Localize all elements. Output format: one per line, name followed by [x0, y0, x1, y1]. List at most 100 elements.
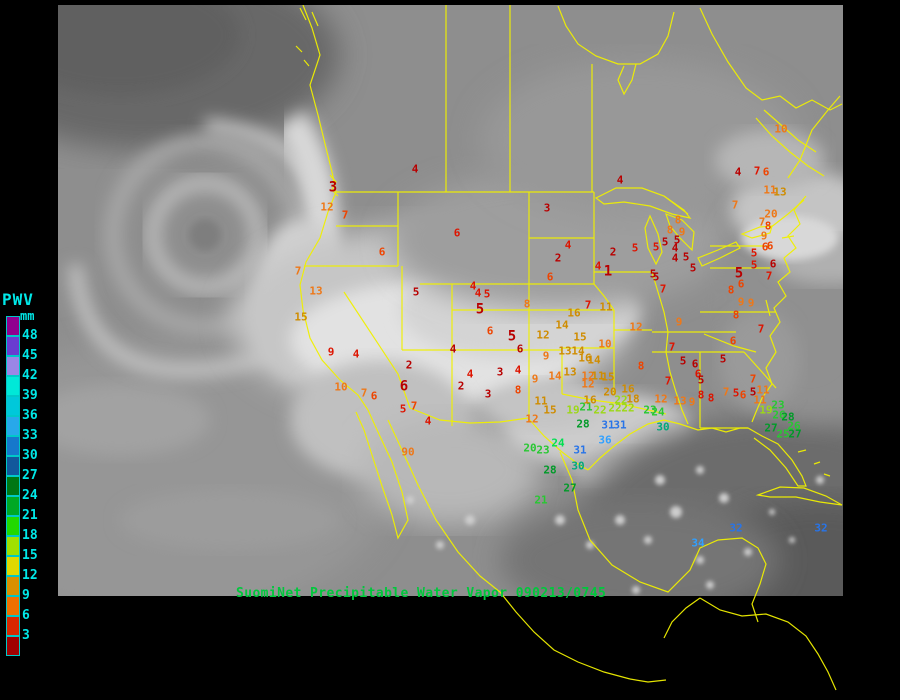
- station-value: 7: [294, 264, 302, 278]
- station-value: 6: [546, 270, 554, 284]
- station-value: 30: [656, 420, 670, 434]
- station-value: 11: [756, 383, 770, 397]
- station-value: 12: [629, 320, 643, 334]
- legend-label: 33: [22, 428, 38, 443]
- station-value: 14: [548, 369, 562, 383]
- station-value: 8: [764, 219, 772, 233]
- legend-label: 36: [22, 408, 38, 423]
- station-value: 7: [758, 215, 766, 229]
- station-value: 4: [671, 241, 679, 255]
- station-value: 6: [516, 342, 524, 356]
- station-value: 2: [609, 245, 617, 259]
- station-value: 7: [757, 322, 765, 336]
- station-value: 15: [601, 370, 615, 384]
- station-value: 13: [563, 365, 577, 379]
- station-value: 27: [764, 421, 778, 435]
- legend-block: [6, 356, 20, 376]
- station-value: 6: [739, 388, 747, 402]
- station-value: 36: [598, 433, 612, 447]
- station-value: 6: [769, 257, 777, 271]
- station-value: 8: [727, 283, 735, 297]
- station-value: 8: [674, 213, 682, 227]
- station-value: 5: [749, 385, 757, 399]
- station-value: 6: [729, 334, 737, 348]
- station-value: 10: [774, 122, 788, 136]
- station-value: 5: [631, 241, 639, 255]
- legend-block: [6, 616, 20, 636]
- station-value: 32: [729, 521, 743, 535]
- station-value: 4: [411, 162, 419, 176]
- station-value: 6: [453, 226, 461, 240]
- station-value: 8: [707, 391, 715, 405]
- station-value: 9: [747, 296, 755, 310]
- station-value: 12: [581, 369, 595, 383]
- station-value: 14: [555, 318, 569, 332]
- legend-block: [6, 496, 20, 516]
- legend-block: [6, 536, 20, 556]
- station-value: 23: [771, 398, 785, 412]
- station-value: 9: [531, 372, 539, 386]
- station-value: 22: [608, 401, 622, 415]
- station-value: 8: [732, 308, 740, 322]
- station-value: 5: [673, 233, 681, 247]
- station-value: 31: [601, 418, 615, 432]
- station-value: 16: [578, 351, 592, 365]
- station-value: 4: [564, 238, 572, 252]
- station-value: 15: [294, 310, 308, 324]
- legend-block: [6, 416, 20, 436]
- station-value: 7: [749, 372, 757, 386]
- station-value: 5: [750, 258, 758, 272]
- legend-label: 12: [22, 568, 38, 583]
- legend-block: [6, 636, 20, 656]
- station-value: 3: [543, 201, 551, 215]
- legend-color-blocks: [6, 316, 21, 656]
- station-value: 19: [566, 403, 580, 417]
- station-value: 5: [697, 373, 705, 387]
- station-value: 8: [697, 388, 705, 402]
- station-value: 7: [410, 399, 418, 413]
- station-value: 7: [722, 385, 730, 399]
- station-value: 14: [571, 344, 585, 358]
- legend-label: 15: [22, 548, 38, 563]
- station-value: 5: [661, 235, 669, 249]
- station-value: 4: [449, 342, 457, 356]
- station-value: 4: [474, 286, 482, 300]
- station-value: 90: [401, 445, 415, 459]
- station-value: 5: [719, 352, 727, 366]
- station-value: 7: [659, 282, 667, 296]
- station-value: 6: [486, 324, 494, 338]
- legend-value-labels: 48 45 42 39 36 33 30 27 24 21 18 15 12 9 6 3: [22, 316, 56, 666]
- station-value: 16: [583, 393, 597, 407]
- legend-block: [6, 476, 20, 496]
- station-value: 5: [689, 261, 697, 275]
- station-value: 16: [567, 306, 581, 320]
- station-value: 2: [457, 379, 465, 393]
- station-value: 6: [370, 389, 378, 403]
- station-value: 5: [652, 270, 660, 284]
- station-value: 13: [309, 284, 323, 298]
- station-value: 22: [593, 403, 607, 417]
- legend-unit: mm: [20, 309, 35, 323]
- station-value: 5: [734, 265, 744, 282]
- station-value: 4: [469, 279, 477, 293]
- station-value: 7: [584, 298, 592, 312]
- station-value: 5: [652, 240, 660, 254]
- station-value: 27: [788, 427, 802, 441]
- station-value: 16: [621, 382, 635, 396]
- station-value: 12: [536, 328, 550, 342]
- map-caption: SuomiNet Precipitable Water Vapor 090213…: [236, 586, 607, 601]
- station-value: 4: [616, 173, 624, 187]
- station-value: 22: [621, 401, 635, 415]
- station-value: 3: [484, 387, 492, 401]
- station-value: 6: [761, 240, 769, 254]
- station-value: 4: [466, 367, 474, 381]
- station-value: 5: [475, 301, 485, 318]
- station-value: 12: [320, 200, 334, 214]
- station-value: 8: [637, 359, 645, 373]
- station-value: 22: [614, 393, 628, 407]
- legend-label: 21: [22, 508, 38, 523]
- station-value: 26: [787, 419, 801, 433]
- station-value: 12: [525, 412, 539, 426]
- station-value: 12: [654, 392, 668, 406]
